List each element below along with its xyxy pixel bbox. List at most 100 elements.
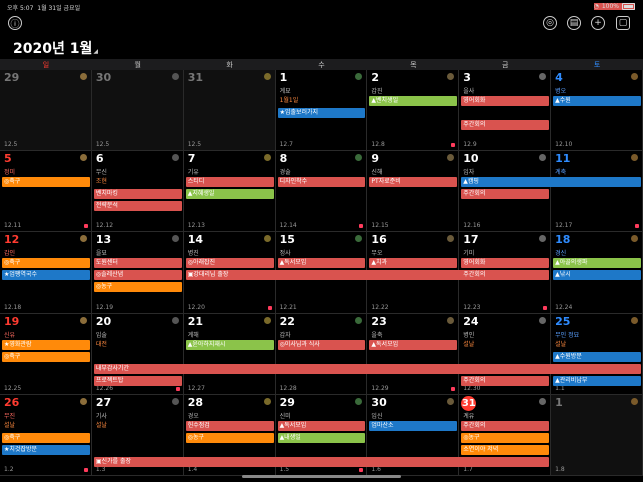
- calendar-event[interactable]: ▲아골의생파: [553, 258, 641, 269]
- calendar-event[interactable]: ▲벤치생일: [369, 96, 458, 106]
- calendar-event[interactable]: ◎축구: [2, 177, 90, 188]
- zodiac-icon: [355, 316, 363, 324]
- calendar-event[interactable]: ▲낚시: [553, 270, 641, 281]
- day-cell[interactable]: 26 무진 1.2: [0, 394, 92, 476]
- day-cell[interactable]: 18 경신 12.24: [551, 232, 643, 314]
- day-cell[interactable]: 21 계해 12.27: [183, 313, 276, 395]
- day-cell[interactable]: 12 갑인 12.18: [0, 232, 92, 314]
- calendar-event[interactable]: 설날: [463, 340, 475, 348]
- lunar-date-label: 12.22: [371, 303, 389, 311]
- calendar-event[interactable]: 벤치마킹: [93, 189, 182, 200]
- calendar-event[interactable]: 전략분석: [93, 201, 182, 212]
- day-cell[interactable]: 13 을묘 12.19: [91, 232, 184, 314]
- calendar-event[interactable]: ◎아래잡진: [185, 258, 274, 269]
- calendar-event[interactable]: 설날: [4, 421, 16, 429]
- add-event-button[interactable]: +: [591, 16, 605, 30]
- calendar-event[interactable]: 스티디: [185, 177, 274, 188]
- day-cell[interactable]: 17 기미 12.23: [459, 232, 552, 314]
- day-cell[interactable]: 2 갑진 12.8: [367, 70, 460, 152]
- day-cell[interactable]: 6 무신 12.12: [91, 151, 184, 233]
- day-cell[interactable]: 8 경술 12.14: [275, 151, 368, 233]
- list-view-button[interactable]: ▤: [567, 16, 581, 30]
- calendar-event[interactable]: 설날: [95, 421, 107, 429]
- calendar-event[interactable]: ▲수원: [553, 96, 641, 106]
- calendar-event[interactable]: ▲수원방문: [553, 351, 641, 362]
- calendar-event[interactable]: ★임출보러가지: [277, 108, 366, 118]
- day-cell[interactable]: 11 계축 12.17: [551, 151, 643, 233]
- calendar-event[interactable]: ▲독서모임: [369, 339, 458, 350]
- day-cell[interactable]: 9 신해 12.15: [367, 151, 460, 233]
- day-cell[interactable]: 1 1.8: [551, 394, 643, 476]
- calendar-event[interactable]: ▲독서모임: [277, 258, 366, 269]
- calendar-event[interactable]: ▲내생일: [277, 432, 366, 443]
- day-cell[interactable]: 7 기유 12.13: [183, 151, 276, 233]
- calendar-event[interactable]: 영어회화: [461, 258, 550, 269]
- calendar-event[interactable]: ▣신가를 출장: [93, 456, 550, 467]
- calendar-event[interactable]: 조현: [95, 178, 107, 186]
- day-cell[interactable]: 19 신유 12.25: [0, 313, 92, 395]
- calendar-event[interactable]: ▣강대리님 출장: [185, 270, 550, 281]
- calendar-event[interactable]: 영어회화: [461, 96, 550, 106]
- lunar-date-label: 1.4: [187, 465, 198, 473]
- calendar-event[interactable]: 주간회의: [461, 420, 550, 431]
- calendar-event[interactable]: 소연이야 저녁: [461, 444, 550, 455]
- calendar-event[interactable]: ◎농구: [185, 432, 274, 443]
- day-cell[interactable]: 30 12.5: [91, 70, 184, 152]
- calendar-event[interactable]: ★치것잡방문: [2, 444, 90, 455]
- month-title[interactable]: 2020년 1월◢: [13, 41, 98, 57]
- calendar-event[interactable]: 주간회의: [461, 120, 550, 130]
- calendar-event[interactable]: ◎농구: [461, 432, 550, 443]
- day-cell[interactable]: 31 12.5: [183, 70, 276, 152]
- day-cell[interactable]: 24 병인 12.30: [459, 313, 552, 395]
- day-cell[interactable]: 27 기사 1.3: [91, 394, 184, 476]
- calendar-event[interactable]: ★엄팽역국수: [2, 270, 90, 281]
- lunar-date-label: 12.27: [187, 384, 205, 392]
- day-cell[interactable]: 29 12.5: [0, 70, 92, 152]
- day-cell[interactable]: 22 갑자 12.28: [275, 313, 368, 395]
- lunar-day-label: 경신: [555, 250, 567, 258]
- calendar-event[interactable]: ▲윤아하지재시: [185, 339, 274, 350]
- calendar-event[interactable]: 헌수점검: [185, 420, 274, 431]
- today-button[interactable]: ◎: [543, 16, 557, 30]
- calendar-event[interactable]: 엄마산소: [369, 420, 458, 431]
- calendar-event[interactable]: ◎축구: [2, 258, 90, 269]
- calendar-event[interactable]: PT자료준비: [369, 177, 458, 188]
- calendar-event[interactable]: ▲독서모임: [277, 420, 366, 431]
- sidebar-toggle-button[interactable]: ▢: [616, 16, 630, 30]
- calendar-event[interactable]: ▲치과: [369, 258, 458, 269]
- calendar-event[interactable]: 대전: [95, 340, 107, 348]
- day-cell[interactable]: 4 병오 12.10: [551, 70, 643, 152]
- day-cell[interactable]: 31 계유 1.7: [459, 394, 552, 476]
- day-cell[interactable]: 10 임자 12.16: [459, 151, 552, 233]
- calendar-event[interactable]: ▲지혜생일: [185, 189, 274, 200]
- day-cell[interactable]: 28 경오 1.4: [183, 394, 276, 476]
- calendar-event[interactable]: ▲캠핑: [461, 177, 641, 188]
- calendar-event[interactable]: 주간회의: [461, 189, 550, 200]
- calendar-event[interactable]: 프로젝트탑: [93, 375, 182, 386]
- calendar-event[interactable]: ◎이사님과 식사: [277, 339, 366, 350]
- day-number: 8: [279, 152, 288, 166]
- day-cell[interactable]: 30 임신 1.6: [367, 394, 460, 476]
- menu-button[interactable]: ⓘ: [8, 16, 22, 30]
- day-cell[interactable]: 5 정미 12.11: [0, 151, 92, 233]
- calendar-event[interactable]: ◎축구: [2, 432, 90, 443]
- calendar-event[interactable]: 주간회의: [461, 270, 550, 281]
- calendar-event[interactable]: ◎축구: [2, 351, 90, 362]
- calendar-event[interactable]: 도원센터: [93, 258, 182, 269]
- calendar-event[interactable]: 설날: [555, 340, 567, 348]
- weekday-label: 금: [501, 61, 509, 69]
- calendar-event[interactable]: ◎농구: [93, 282, 182, 293]
- calendar-event[interactable]: 주간회의: [461, 375, 550, 386]
- day-cell[interactable]: 20 임술 12.26: [91, 313, 184, 395]
- calendar-event[interactable]: ▲관리비납부: [553, 375, 641, 386]
- calendar-event[interactable]: 디자인착수: [277, 177, 366, 188]
- calendar-event[interactable]: 1월1일: [279, 97, 299, 104]
- day-cell[interactable]: 25 무인 정묘 1.1: [551, 313, 643, 395]
- calendar-event[interactable]: ◎솔레산냄: [93, 270, 182, 281]
- calendar-event[interactable]: 내부감사기간: [93, 363, 641, 374]
- day-cell[interactable]: 1 계묘 12.7: [275, 70, 368, 152]
- calendar-event[interactable]: ★영화관람: [2, 339, 90, 350]
- day-cell[interactable]: 23 을축 12.29: [367, 313, 460, 395]
- home-indicator[interactable]: [242, 475, 401, 478]
- day-cell[interactable]: 3 을사 12.9: [459, 70, 552, 152]
